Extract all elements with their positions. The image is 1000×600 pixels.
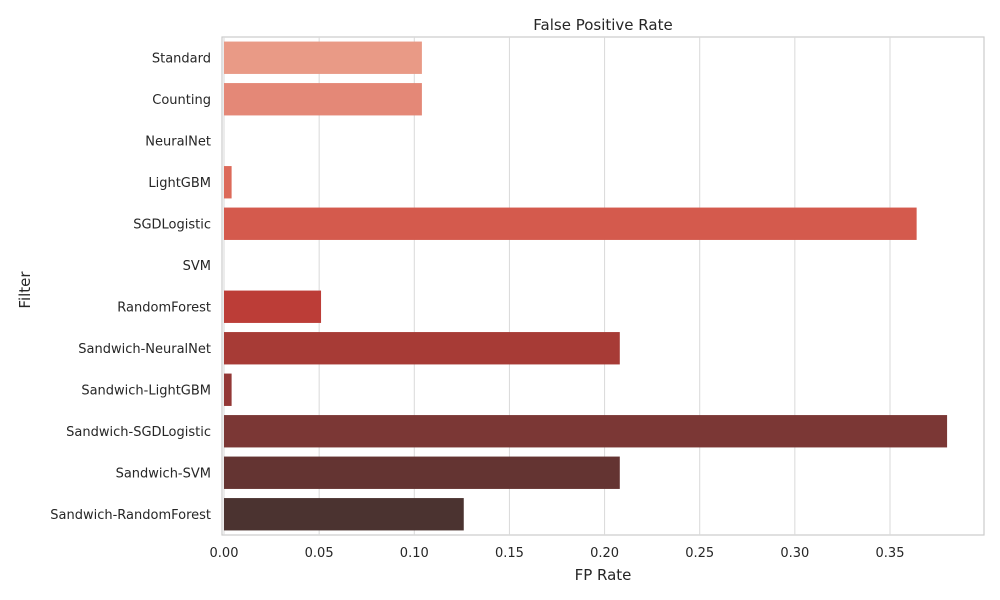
x-tick-labels: 0.00 0.05 0.10 0.15 0.20 0.25 0.30 0.35 — [210, 546, 905, 561]
y-tick-label: SVM — [183, 259, 211, 274]
x-tick-label: 0.20 — [590, 546, 619, 561]
bar-sgdlogistic — [224, 207, 917, 240]
x-tick-label: 0.35 — [876, 546, 905, 561]
x-axis-label: FP Rate — [575, 566, 632, 584]
y-tick-label: Sandwich-NeuralNet — [78, 342, 211, 357]
y-tick-label: Sandwich-LightGBM — [81, 383, 211, 398]
x-tick-label: 0.10 — [400, 546, 429, 561]
bar-counting — [224, 83, 422, 116]
bars-group — [224, 41, 948, 531]
x-tick-label: 0.15 — [495, 546, 524, 561]
bar-sandwich-randomforest — [224, 498, 464, 531]
bar-sandwich-svm — [224, 456, 620, 489]
y-tick-labels: Standard Counting NeuralNet LightGBM SGDLogi… — [50, 51, 211, 523]
y-axis-label: Filter — [16, 271, 34, 309]
x-tick-label: 0.00 — [210, 546, 239, 561]
y-tick-label: Sandwich-RandomForest — [50, 508, 211, 523]
bar-sandwich-sgdlogistic — [224, 415, 948, 448]
plot-area — [221, 36, 985, 536]
x-tick-label: 0.05 — [305, 546, 334, 561]
y-tick-label: NeuralNet — [145, 134, 211, 149]
y-tick-label: RandomForest — [117, 300, 211, 315]
y-tick-label: Sandwich-SGDLogistic — [66, 425, 211, 440]
bar-lightgbm — [224, 166, 232, 199]
chart-title: False Positive Rate — [533, 16, 672, 34]
y-tick-label: SGDLogistic — [133, 217, 211, 232]
grid-lines — [223, 37, 891, 535]
bar-standard — [224, 41, 422, 74]
bar-sandwich-lightgbm — [224, 373, 232, 406]
bar-sandwich-neuralnet — [224, 332, 620, 365]
y-tick-label: LightGBM — [148, 176, 211, 191]
y-tick-label: Counting — [152, 93, 211, 108]
y-tick-label: Sandwich-SVM — [116, 466, 211, 481]
x-tick-label: 0.30 — [780, 546, 809, 561]
bar-randomforest — [224, 290, 322, 323]
y-tick-label: Standard — [152, 51, 211, 66]
x-tick-label: 0.25 — [685, 546, 714, 561]
